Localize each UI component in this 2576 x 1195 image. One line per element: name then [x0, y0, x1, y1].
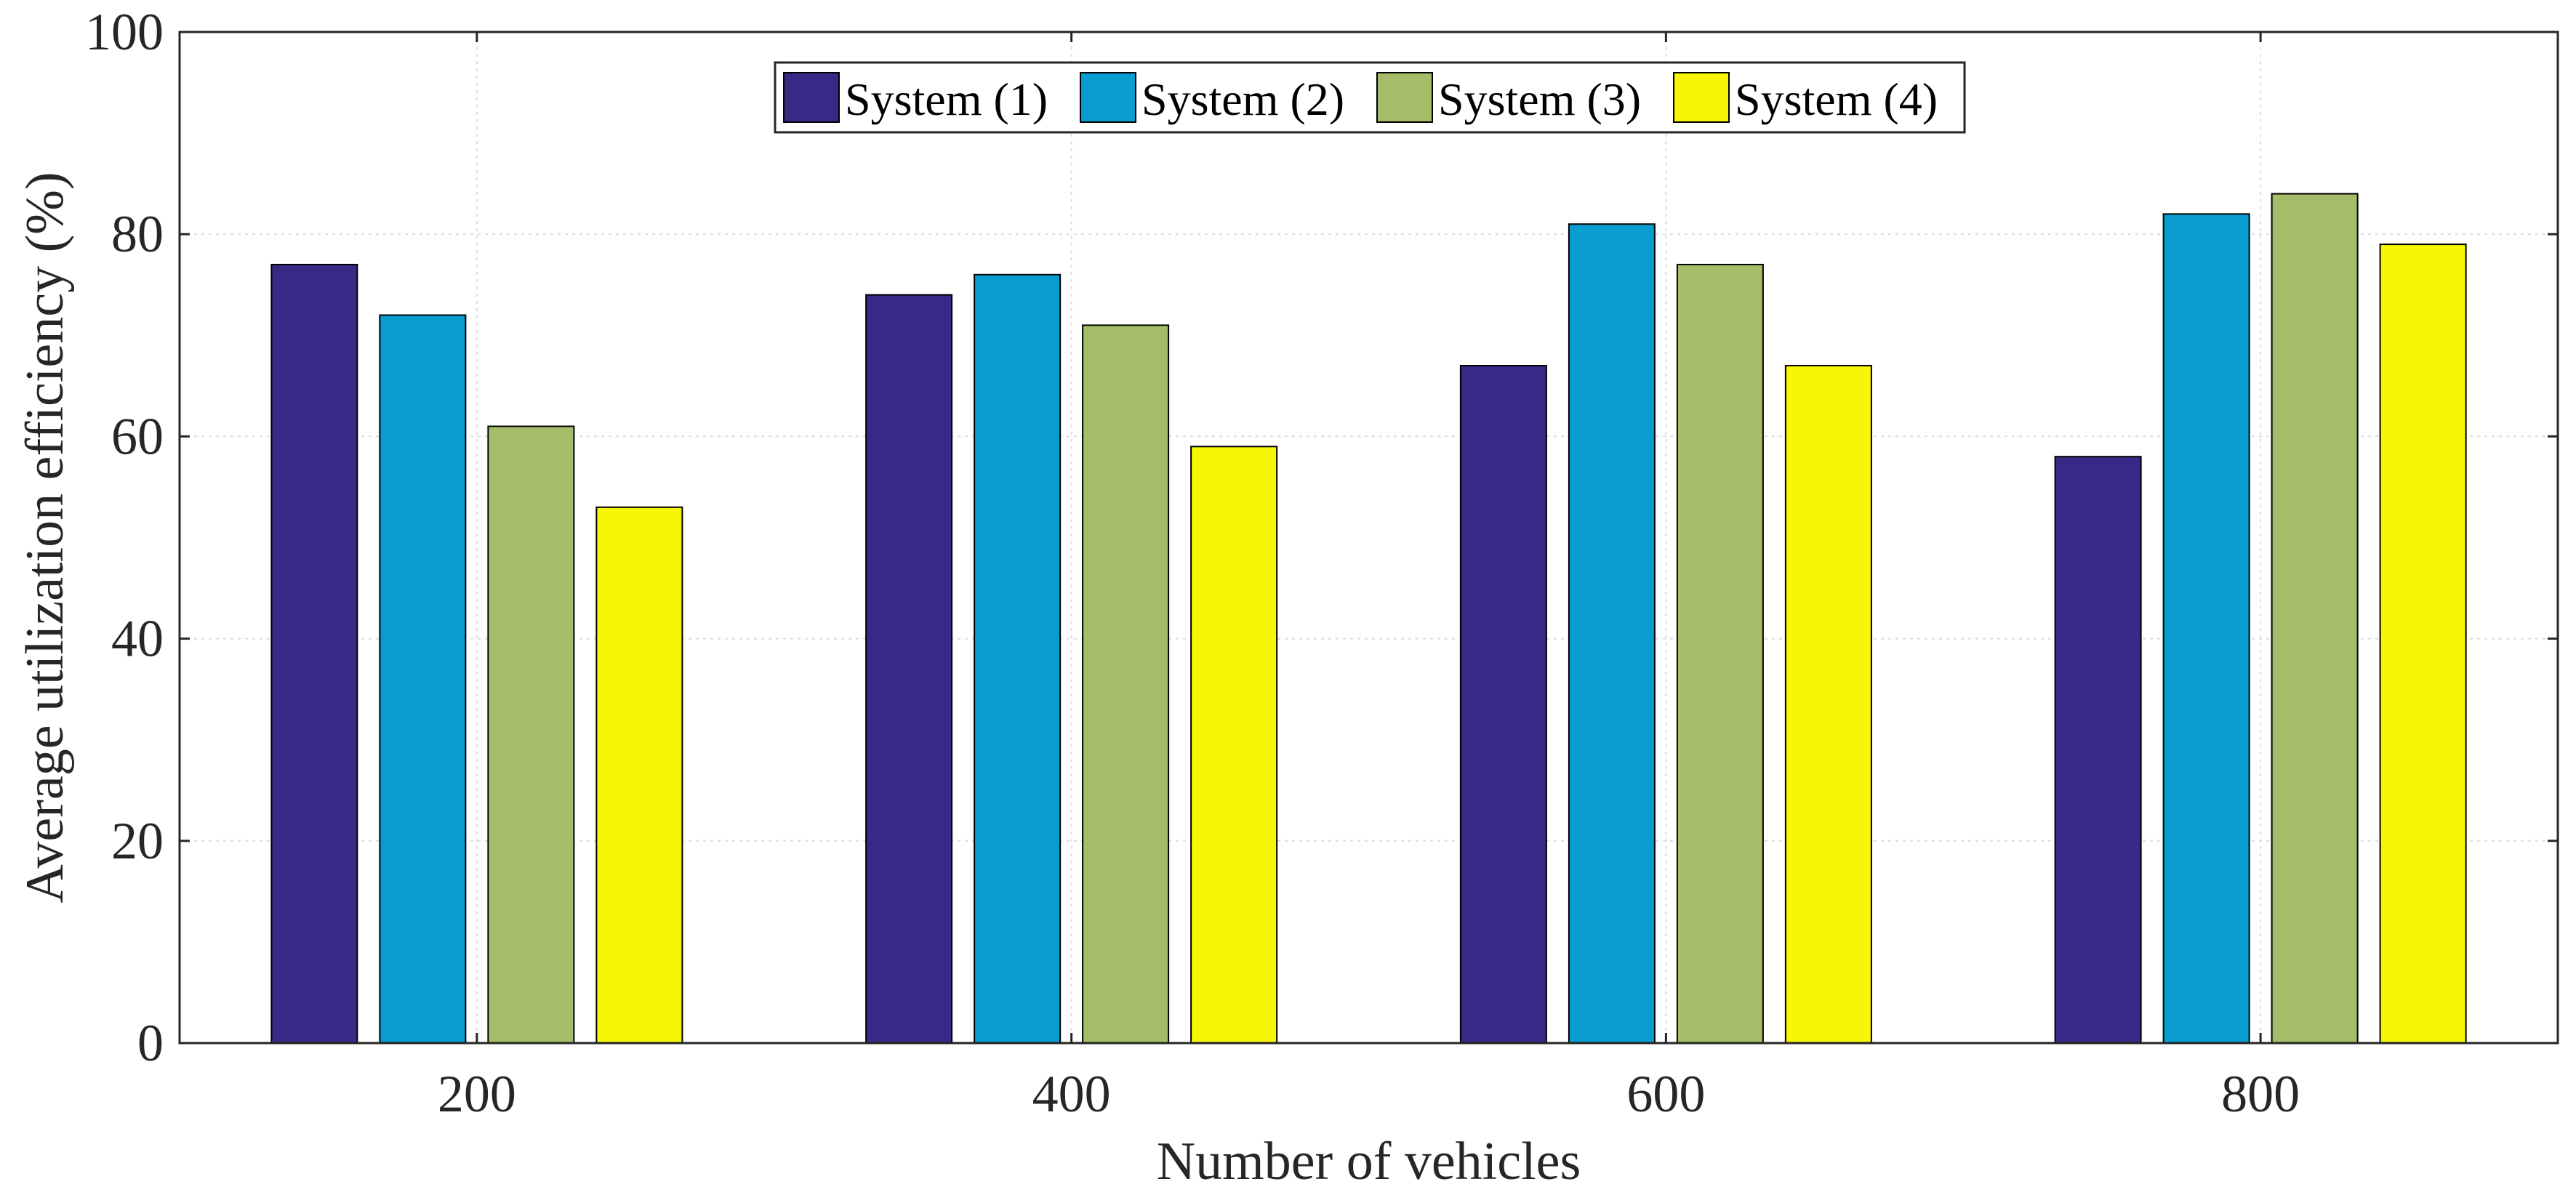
- grid-lines: [180, 32, 2558, 1043]
- legend-swatch-2: [1080, 72, 1136, 123]
- legend-label-1: System (1): [845, 73, 1048, 125]
- bar-1-800: [2054, 456, 2142, 1044]
- bar-3-200: [487, 425, 575, 1044]
- x-axis-title: Number of vehicles: [1157, 1132, 1581, 1191]
- legend-label-3: System (3): [1438, 73, 1641, 125]
- x-tick-label: 600: [1626, 1065, 1705, 1123]
- bar-4-800: [2379, 244, 2467, 1044]
- legend-swatch-1: [783, 72, 840, 123]
- y-tick-label: 20: [111, 812, 164, 870]
- bars: [270, 193, 2467, 1045]
- x-tick-label: 200: [438, 1065, 516, 1123]
- y-tick-label: 40: [111, 610, 164, 668]
- bar-2-800: [2162, 213, 2250, 1044]
- plot-frame: [178, 31, 2559, 1045]
- legend-swatch-4: [1673, 72, 1730, 123]
- bar-1-200: [270, 263, 358, 1044]
- y-axis-title: Average utilization efficiency (%): [15, 172, 75, 903]
- bar-1-400: [865, 294, 953, 1044]
- bar-4-400: [1190, 446, 1278, 1044]
- bar-1-600: [1459, 365, 1547, 1044]
- legend: System (1) System (2) System (3) System (4): [774, 61, 1966, 134]
- x-tick-label: 400: [1032, 1065, 1111, 1123]
- legend-box: [774, 61, 1966, 134]
- x-tick-label: 800: [2221, 1065, 2300, 1123]
- y-tick-label: 0: [137, 1014, 164, 1072]
- bar-4-600: [1784, 365, 1872, 1044]
- bar-2-600: [1568, 223, 1656, 1044]
- y-tick-label: 100: [85, 3, 164, 61]
- y-tick-label: 80: [111, 205, 164, 263]
- bar-2-200: [379, 314, 467, 1045]
- legend-label-4: System (4): [1735, 73, 1938, 125]
- axis-ticks: 0 20 40 60 80 100 200 400 600 800: [85, 3, 2558, 1123]
- bar-4-200: [595, 506, 683, 1044]
- bar-3-400: [1082, 324, 1170, 1044]
- bar-3-800: [2271, 193, 2359, 1044]
- y-tick-label: 60: [111, 407, 164, 465]
- legend-swatch-3: [1376, 72, 1433, 123]
- legend-label-2: System (2): [1141, 73, 1344, 125]
- bar-2-400: [974, 273, 1062, 1045]
- bar-3-600: [1676, 263, 1764, 1044]
